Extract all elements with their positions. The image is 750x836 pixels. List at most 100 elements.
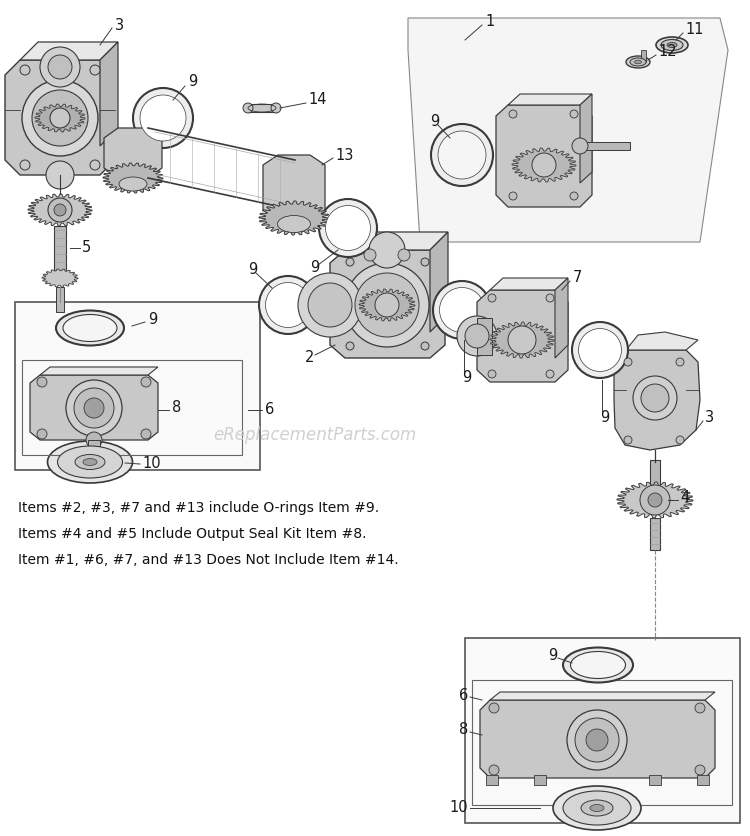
Bar <box>465 638 740 823</box>
Polygon shape <box>263 155 325 220</box>
Circle shape <box>624 436 632 444</box>
Polygon shape <box>30 375 158 440</box>
Circle shape <box>74 388 114 428</box>
Circle shape <box>46 161 74 189</box>
Polygon shape <box>408 18 728 242</box>
Bar <box>649 775 661 785</box>
Circle shape <box>640 485 670 515</box>
Text: 9: 9 <box>462 370 471 385</box>
Circle shape <box>398 249 410 261</box>
Circle shape <box>508 326 536 354</box>
Circle shape <box>141 429 151 439</box>
Circle shape <box>641 384 669 412</box>
Polygon shape <box>100 42 118 146</box>
Ellipse shape <box>56 310 124 345</box>
Circle shape <box>364 249 376 261</box>
Circle shape <box>695 703 705 713</box>
Polygon shape <box>614 350 700 450</box>
Polygon shape <box>104 128 162 178</box>
Bar <box>697 775 709 785</box>
Circle shape <box>676 436 684 444</box>
Polygon shape <box>496 105 592 207</box>
Circle shape <box>532 153 556 177</box>
Circle shape <box>37 377 47 387</box>
Polygon shape <box>20 42 118 60</box>
Circle shape <box>570 192 578 200</box>
Ellipse shape <box>133 88 193 148</box>
Polygon shape <box>555 278 568 358</box>
Ellipse shape <box>661 39 683 50</box>
Circle shape <box>546 370 554 378</box>
Text: 10: 10 <box>142 456 160 472</box>
Ellipse shape <box>63 314 117 341</box>
Text: eReplacementParts.com: eReplacementParts.com <box>213 426 417 444</box>
Circle shape <box>567 710 627 770</box>
Text: 9: 9 <box>430 115 439 130</box>
Polygon shape <box>430 232 448 332</box>
Circle shape <box>355 273 419 337</box>
Circle shape <box>488 370 496 378</box>
Circle shape <box>546 294 554 302</box>
Circle shape <box>369 232 405 268</box>
Ellipse shape <box>83 458 97 466</box>
Circle shape <box>375 293 399 317</box>
Circle shape <box>489 765 499 775</box>
Ellipse shape <box>326 206 370 251</box>
Bar <box>472 680 732 805</box>
Ellipse shape <box>581 800 613 816</box>
Circle shape <box>509 192 517 200</box>
Ellipse shape <box>319 199 377 257</box>
Text: 9: 9 <box>548 649 557 664</box>
Circle shape <box>489 703 499 713</box>
Text: 12: 12 <box>658 44 676 59</box>
Circle shape <box>22 80 98 156</box>
Ellipse shape <box>440 288 485 333</box>
Text: 8: 8 <box>172 400 182 415</box>
Circle shape <box>465 324 489 348</box>
Bar <box>650 460 660 495</box>
Text: 1: 1 <box>485 14 494 29</box>
Polygon shape <box>40 367 158 375</box>
Polygon shape <box>477 318 492 355</box>
Circle shape <box>488 294 496 302</box>
Text: 14: 14 <box>308 93 326 108</box>
Polygon shape <box>626 332 698 350</box>
Text: 11: 11 <box>685 23 703 38</box>
Circle shape <box>40 47 80 87</box>
Circle shape <box>243 103 253 113</box>
Text: 9: 9 <box>148 313 158 328</box>
Circle shape <box>421 342 429 350</box>
Ellipse shape <box>572 322 628 378</box>
Bar <box>248 104 276 112</box>
Bar <box>54 226 66 276</box>
Circle shape <box>570 110 578 118</box>
Polygon shape <box>35 104 85 132</box>
Circle shape <box>86 432 102 448</box>
Polygon shape <box>480 700 715 778</box>
Circle shape <box>509 110 517 118</box>
Polygon shape <box>617 482 693 518</box>
Ellipse shape <box>140 95 186 141</box>
Circle shape <box>90 160 100 170</box>
Ellipse shape <box>75 455 105 470</box>
Ellipse shape <box>259 276 317 334</box>
Text: 4: 4 <box>680 491 689 506</box>
Text: 13: 13 <box>335 147 353 162</box>
Text: 9: 9 <box>310 261 320 276</box>
Ellipse shape <box>578 329 622 371</box>
Polygon shape <box>330 250 445 358</box>
Bar <box>15 302 260 470</box>
Text: 6: 6 <box>265 402 274 417</box>
Polygon shape <box>28 194 92 226</box>
Circle shape <box>457 316 497 356</box>
Text: 7: 7 <box>573 271 582 286</box>
Polygon shape <box>512 148 576 182</box>
Text: Item #1, #6, #7, and #13 Does Not Include Item #14.: Item #1, #6, #7, and #13 Does Not Includ… <box>18 553 399 567</box>
Polygon shape <box>359 289 415 321</box>
Text: 9: 9 <box>188 74 197 89</box>
Circle shape <box>48 55 72 79</box>
Ellipse shape <box>431 124 493 186</box>
Circle shape <box>575 718 619 762</box>
Ellipse shape <box>553 786 641 830</box>
Circle shape <box>84 398 104 418</box>
